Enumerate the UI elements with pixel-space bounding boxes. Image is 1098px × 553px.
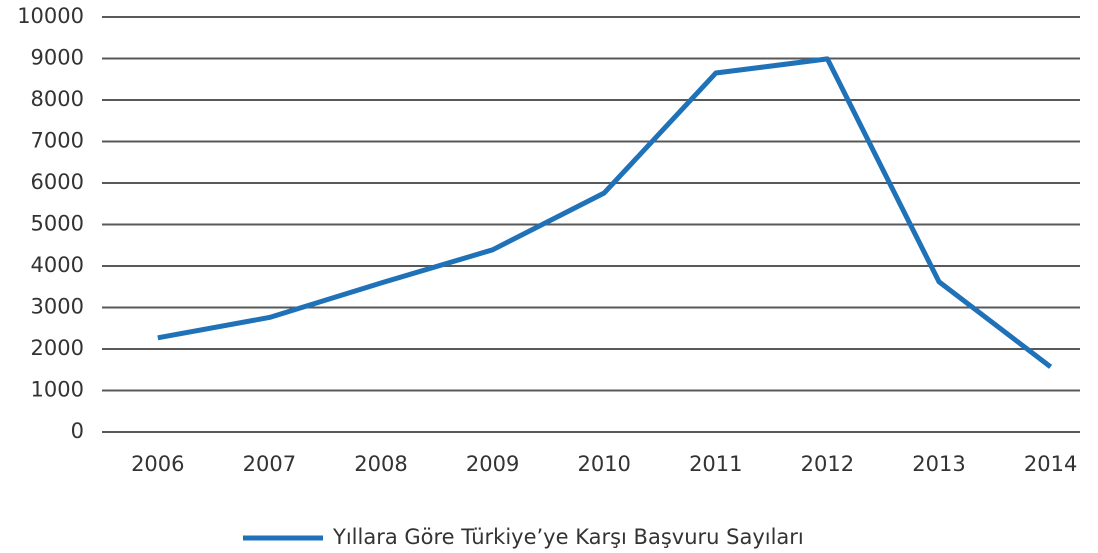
legend-label: Yıllara Göre Türkiye’ye Karşı Başvuru Sa… <box>332 525 804 549</box>
x-tick-label: 2014 <box>1024 452 1077 476</box>
y-tick-label: 1000 <box>31 378 84 402</box>
x-tick-label: 2008 <box>354 452 407 476</box>
data-line <box>157 56 1053 369</box>
y-tick-label: 8000 <box>31 87 84 111</box>
y-tick-label: 6000 <box>31 170 84 194</box>
y-tick-label: 0 <box>71 419 84 443</box>
y-tick-label: 3000 <box>31 295 84 319</box>
x-tick-label: 2007 <box>243 452 296 476</box>
x-tick-label: 2012 <box>801 452 854 476</box>
y-tick-label: 4000 <box>31 253 84 277</box>
x-tick-label: 2006 <box>131 452 184 476</box>
x-tick-label: 2009 <box>466 452 519 476</box>
y-tick-label: 2000 <box>31 336 84 360</box>
x-tick-label: 2010 <box>577 452 630 476</box>
y-tick-label: 9000 <box>31 46 84 70</box>
y-tick-label: 7000 <box>31 129 84 153</box>
x-tick-label: 2013 <box>912 452 965 476</box>
y-tick-label: 10000 <box>17 4 84 28</box>
x-tick-label: 2011 <box>689 452 742 476</box>
y-tick-label: 5000 <box>31 212 84 236</box>
